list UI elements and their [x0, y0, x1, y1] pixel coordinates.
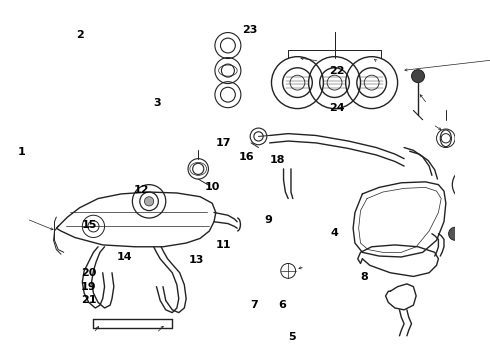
Circle shape — [449, 227, 462, 240]
Text: 21: 21 — [81, 295, 96, 305]
Text: 23: 23 — [242, 25, 257, 35]
Text: 18: 18 — [269, 155, 285, 165]
Text: 2: 2 — [76, 30, 84, 40]
Text: 19: 19 — [80, 282, 96, 292]
Text: 22: 22 — [329, 67, 344, 76]
Circle shape — [145, 197, 154, 206]
Text: 8: 8 — [360, 272, 368, 282]
Text: 14: 14 — [117, 252, 132, 262]
Text: 13: 13 — [189, 255, 204, 265]
Text: 17: 17 — [216, 138, 231, 148]
Text: 4: 4 — [331, 228, 339, 238]
Text: 10: 10 — [204, 182, 220, 192]
Text: 20: 20 — [81, 269, 96, 279]
Text: 9: 9 — [265, 215, 273, 225]
Text: 1: 1 — [17, 147, 25, 157]
Text: 16: 16 — [238, 152, 254, 162]
Circle shape — [482, 228, 490, 239]
Text: 11: 11 — [216, 240, 231, 250]
Text: 5: 5 — [288, 332, 295, 342]
Text: 3: 3 — [154, 98, 161, 108]
Circle shape — [412, 69, 424, 83]
Text: 12: 12 — [134, 185, 149, 195]
Text: 24: 24 — [329, 103, 345, 113]
Text: 7: 7 — [250, 300, 258, 310]
Text: 15: 15 — [82, 220, 97, 230]
Text: 6: 6 — [278, 300, 286, 310]
